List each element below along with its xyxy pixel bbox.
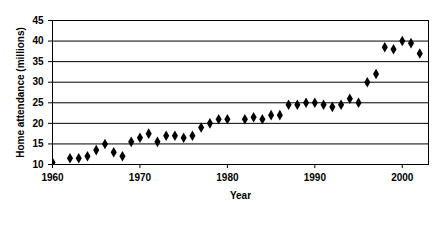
svg-text:35: 35: [32, 56, 44, 67]
svg-text:1990: 1990: [304, 172, 327, 183]
svg-text:30: 30: [32, 76, 44, 87]
svg-text:1960: 1960: [41, 172, 64, 183]
svg-text:2000: 2000: [391, 172, 414, 183]
svg-text:40: 40: [32, 35, 44, 46]
svg-text:Year: Year: [230, 190, 251, 201]
svg-text:25: 25: [32, 97, 44, 108]
svg-text:Home attendance (millions): Home attendance (millions): [15, 27, 26, 158]
svg-text:15: 15: [32, 138, 44, 149]
svg-text:1980: 1980: [216, 172, 239, 183]
svg-text:20: 20: [32, 118, 44, 129]
svg-text:1970: 1970: [129, 172, 152, 183]
svg-text:45: 45: [32, 15, 44, 26]
svg-text:10: 10: [32, 159, 44, 170]
